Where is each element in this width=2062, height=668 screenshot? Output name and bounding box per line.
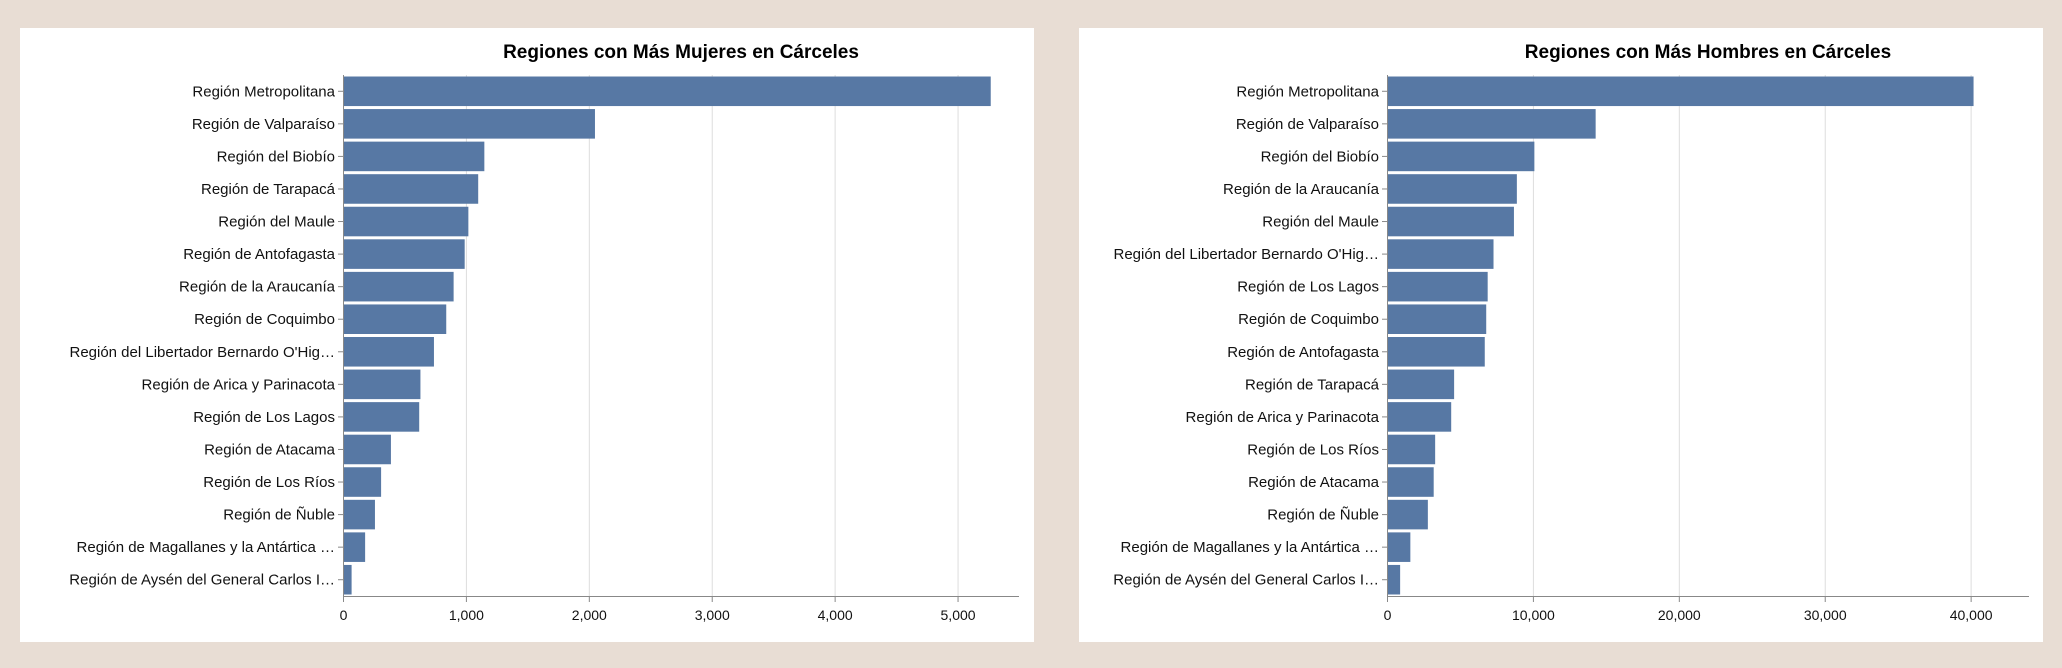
bar [344,434,391,465]
category-label: Región de la Araucanía [1223,181,1380,198]
bar [344,141,485,172]
bar [1388,532,1411,562]
category-label: Región de Valparaíso [1236,116,1379,133]
x-tick-label: 10,000 [1512,607,1555,623]
bar [344,369,421,400]
bar [1388,239,1494,269]
x-tick-label: 20,000 [1658,607,1701,623]
category-label: Región de Antofagasta [1227,344,1379,361]
bar [1388,174,1517,204]
x-tick-label: 0 [340,607,348,623]
category-label: Región de Magallanes y la Antártica … [77,539,335,556]
category-label: Región de Los Lagos [1237,279,1379,296]
category-label: Región de la Araucanía [179,279,336,296]
category-label: Región de Los Lagos [193,409,335,426]
bar [1388,109,1596,139]
category-label: Región Metropolitana [192,83,335,100]
category-label: Región de Los Ríos [203,474,335,491]
category-label: Región de Arica y Parinacota [142,376,336,393]
bar [344,337,434,367]
bar [1388,434,1436,465]
bar [1388,467,1434,497]
category-label: Región de Tarapacá [201,181,336,198]
bar [344,109,595,139]
category-label: Región del Biobío [1261,148,1379,165]
bar [1388,271,1488,302]
x-tick-label: 40,000 [1950,607,1993,623]
bar [344,467,382,497]
category-label: Región de Aysén del General Carlos I… [69,572,335,589]
x-tick-label: 0 [1384,607,1392,623]
category-label: Región del Libertador Bernardo O'Hig… [69,344,335,361]
category-label: Región del Maule [1262,214,1379,231]
x-tick-label: 2,000 [572,607,607,623]
bar [1388,337,1485,367]
bar [1388,402,1452,432]
bar [344,206,469,237]
category-label: Región de Coquimbo [194,311,335,328]
category-label: Región del Libertador Bernardo O'Hig… [1113,246,1379,263]
bar [344,271,454,302]
bar [344,564,352,595]
category-label: Región de Antofagasta [183,246,335,263]
bar [344,174,479,204]
category-label: Región de Arica y Parinacota [1186,409,1380,426]
category-label: Región de Atacama [204,441,336,458]
chart-title: Regiones con Más Mujeres en Cárceles [503,42,859,63]
bar [1388,369,1455,400]
category-label: Región de Magallanes y la Antártica … [1121,539,1379,556]
category-label: Región del Biobío [217,148,335,165]
x-tick-label: 4,000 [818,607,853,623]
category-label: Región de Ñuble [223,507,335,524]
chart-title: Regiones con Más Hombres en Cárceles [1525,42,1891,63]
x-tick-label: 5,000 [941,607,976,623]
bar [344,402,420,432]
bar [1388,499,1428,530]
category-label: Región de Atacama [1248,474,1380,491]
category-label: Región de Coquimbo [1238,311,1379,328]
category-label: Región de Los Ríos [1247,441,1379,458]
bar [344,304,447,334]
bar [1388,76,1974,107]
x-tick-label: 1,000 [449,607,484,623]
category-label: Región de Tarapacá [1245,376,1380,393]
bar [1388,206,1514,237]
bar [344,499,375,530]
bar [344,239,465,269]
bar [1388,564,1401,595]
bar [344,532,366,562]
category-label: Región del Maule [218,214,335,231]
bar-chart-women: Regiones con Más Mujeres en Cárceles Regi… [69,42,1019,623]
category-label: Región de Aysén del General Carlos I… [1113,572,1379,589]
bar [344,76,991,107]
x-tick-label: 3,000 [695,607,730,623]
bar [1388,304,1487,334]
category-label: Región de Ñuble [1267,507,1379,524]
category-label: Región de Valparaíso [192,116,335,133]
x-tick-label: 30,000 [1804,607,1847,623]
bar-chart-men: Regiones con Más Hombres en Cárceles Regi… [1113,42,2029,623]
chart-panel-men: Regiones con Más Hombres en Cárceles Regi… [1079,28,2043,642]
category-label: Región Metropolitana [1236,83,1379,100]
bar [1388,141,1535,172]
chart-panel-women: Regiones con Más Mujeres en Cárceles Regi… [20,28,1034,642]
